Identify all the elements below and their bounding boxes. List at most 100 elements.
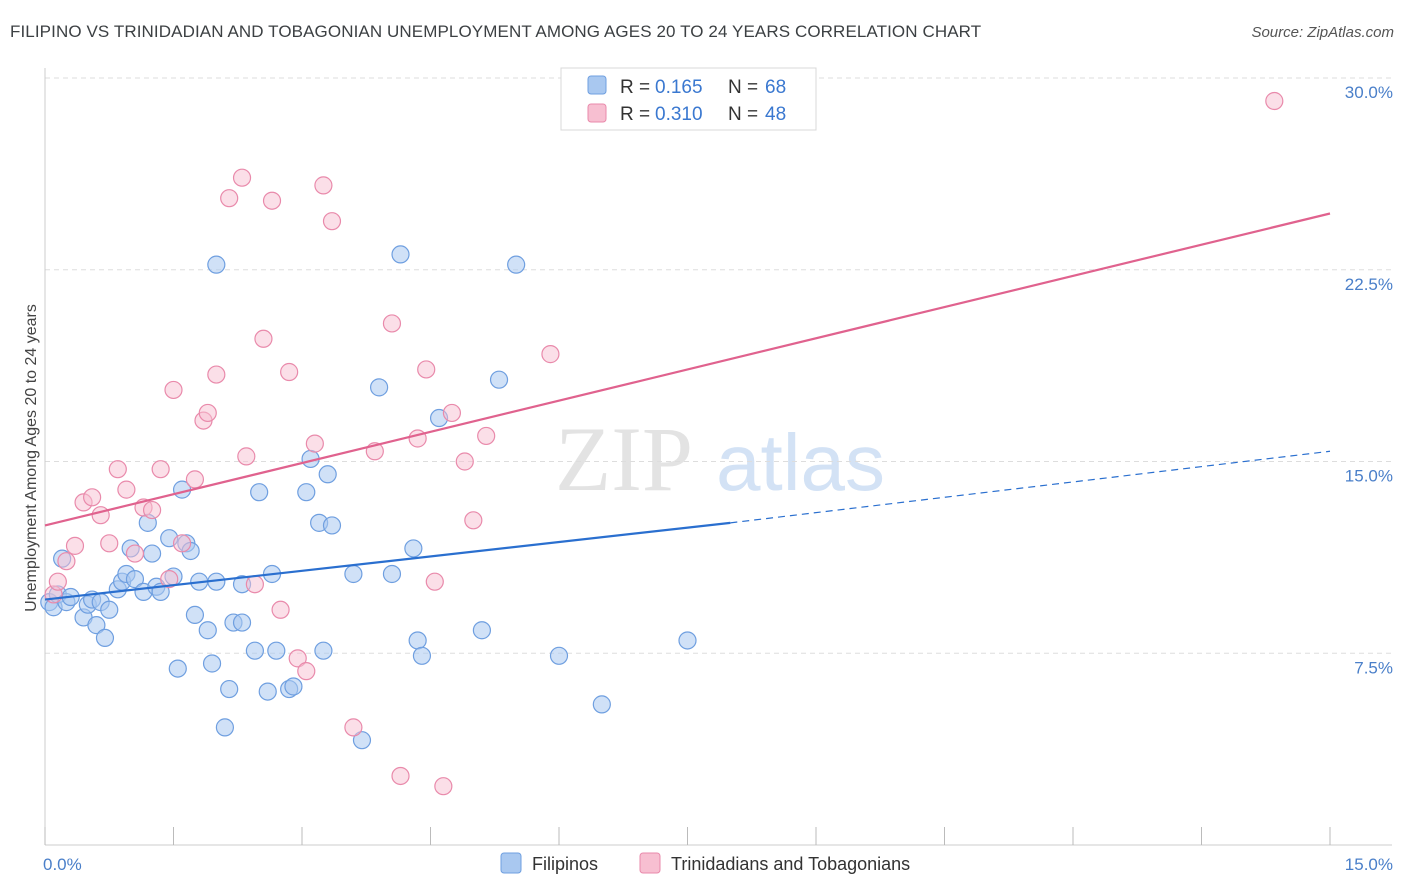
x-tick-labels: 0.0% 15.0%: [43, 855, 1393, 874]
point-trinidadians: [198, 403, 217, 423]
point-filipinos: [592, 695, 611, 714]
point-filipinos: [125, 570, 145, 589]
point-trinidadians: [477, 426, 496, 446]
legend-r-label: R =: [620, 77, 650, 98]
trend-line-filipinos: [44, 521, 731, 601]
bottom-legend-trinidadians: Trinidadians and Tobagonians: [671, 854, 910, 874]
point-filipinos: [549, 646, 569, 665]
point-filipinos: [100, 600, 119, 619]
point-trinidadians: [65, 536, 85, 555]
point-trinidadians: [322, 212, 342, 231]
point-filipinos: [507, 255, 526, 274]
point-filipinos: [344, 564, 363, 584]
point-filipinos: [198, 621, 217, 640]
point-filipinos: [267, 641, 286, 660]
grid-lines: [45, 77, 1392, 654]
point-filipinos: [284, 677, 303, 696]
point-trinidadians: [207, 365, 226, 384]
point-filipinos: [95, 628, 115, 648]
x-tick-label: 0.0%: [43, 855, 82, 874]
point-filipinos: [314, 641, 333, 660]
point-filipinos: [678, 631, 697, 650]
point-trinidadians: [442, 403, 462, 423]
y-tick-labels: 7.5% 15.0% 22.5% 30.0%: [1345, 83, 1393, 677]
point-trinidadians: [541, 345, 560, 364]
point-trinidadians: [117, 480, 136, 499]
point-trinidadians: [434, 777, 453, 796]
point-trinidadians: [297, 662, 316, 681]
bottom-legend-filipinos: Filipinos: [532, 854, 598, 874]
y-tick-label: 7.5%: [1354, 658, 1393, 677]
y-tick-label: 15.0%: [1345, 467, 1393, 486]
legend-swatch-filipinos: [587, 75, 607, 95]
point-trinidadians: [464, 511, 483, 530]
point-filipinos: [207, 255, 226, 274]
watermark-zip: ZIP: [555, 408, 693, 510]
point-filipinos: [391, 245, 410, 264]
point-trinidadians: [108, 460, 127, 479]
point-filipinos: [370, 378, 389, 397]
stats-legend: R = 0.165 N = 68 R = 0.310 N = 48: [560, 67, 817, 131]
point-filipinos: [142, 544, 162, 563]
point-trinidadians: [100, 534, 119, 553]
point-trinidadians: [344, 718, 363, 737]
legend-n-value: 48: [765, 104, 786, 125]
watermark-atlas: atlas: [716, 418, 885, 507]
point-trinidadians: [288, 649, 307, 668]
point-filipinos: [87, 616, 106, 635]
point-trinidadians: [164, 380, 183, 400]
point-filipinos: [220, 679, 239, 699]
point-trinidadians: [280, 362, 299, 382]
legend-swatch-trinidadians: [587, 103, 607, 123]
legend-n-value: 68: [765, 77, 786, 98]
legend-r-value: 0.310: [655, 104, 703, 125]
y-axis-label: Unemployment Among Ages 20 to 24 years: [23, 304, 40, 612]
bottom-legend-swatch-trinidadians: [639, 852, 661, 874]
legend-n-label: N =: [728, 77, 758, 98]
point-filipinos: [489, 370, 509, 389]
point-filipinos: [232, 613, 252, 632]
point-trinidadians: [83, 488, 102, 507]
y-tick-label: 22.5%: [1345, 275, 1393, 294]
point-filipinos: [215, 718, 234, 737]
trend-line-trinidadians: [44, 212, 1331, 527]
point-trinidadians: [425, 572, 444, 591]
point-trinidadians: [172, 534, 192, 553]
trend-lines: [44, 212, 1331, 601]
point-filipinos: [404, 539, 423, 558]
point-trinidadians: [160, 570, 179, 589]
point-filipinos: [168, 659, 187, 678]
point-trinidadians: [262, 191, 282, 210]
point-trinidadians: [232, 168, 252, 187]
point-filipinos: [352, 731, 372, 750]
series-trinidadians-points: [44, 91, 1284, 796]
point-trinidadians: [220, 189, 239, 208]
point-trinidadians: [1265, 91, 1284, 111]
point-filipinos: [297, 483, 316, 502]
point-trinidadians: [57, 552, 76, 571]
point-filipinos: [412, 646, 432, 665]
point-trinidadians: [382, 314, 402, 333]
y-tick-label: 30.0%: [1345, 83, 1393, 102]
point-trinidadians: [185, 470, 205, 489]
point-filipinos: [472, 621, 491, 640]
legend-n-label: N =: [728, 104, 758, 125]
point-trinidadians: [391, 766, 410, 786]
point-filipinos: [202, 654, 222, 673]
point-filipinos: [382, 564, 402, 584]
axes: [44, 68, 1392, 846]
point-trinidadians: [254, 329, 273, 348]
source-label: Source: ZipAtlas.com: [1251, 24, 1394, 41]
point-filipinos: [185, 605, 205, 625]
point-trinidadians: [314, 176, 333, 195]
series-legend: Filipinos Trinidadians and Tobagonians: [500, 852, 910, 874]
point-trinidadians: [91, 506, 110, 525]
x-tick-label: 15.0%: [1345, 855, 1393, 874]
point-filipinos: [258, 682, 277, 701]
point-trinidadians: [305, 434, 324, 453]
point-trinidadians: [142, 500, 162, 520]
point-trinidadians: [237, 447, 256, 466]
point-filipinos: [250, 483, 269, 502]
point-filipinos: [322, 516, 342, 535]
